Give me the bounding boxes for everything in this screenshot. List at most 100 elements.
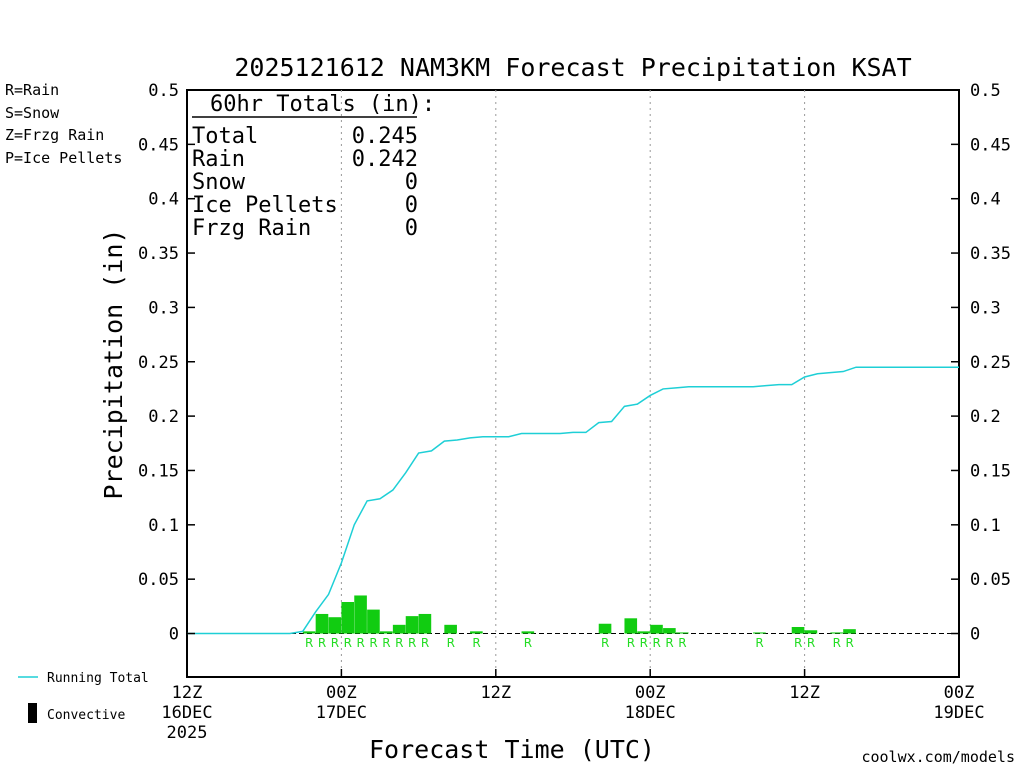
y-tick-label-left: 0.45 [138,135,179,155]
legend-ice-pellets: P=Ice Pellets [5,149,122,167]
y-tick-label-left: 0.25 [138,353,179,373]
y-tick-label-left: 0.3 [148,298,179,318]
totals-total-label: Total [192,124,258,149]
precip-bar [624,618,638,634]
precip-type-mark: R [369,636,377,650]
credit-text: coolwx.com/models [861,748,1015,766]
y-tick-label-right: 0.15 [970,461,1011,481]
y-tick-label-left: 0.1 [148,516,179,536]
precip-bar [328,617,342,634]
y-tick-label-left: 0.2 [148,407,179,427]
precip-type-mark: R [318,636,326,650]
totals-title: 60hr Totals (in): [210,92,435,117]
x-tick-label: 16DEC [161,703,212,723]
precip-bar [663,628,676,634]
precip-type-mark: R [408,636,416,650]
precip-bar [354,595,367,634]
y-tick-label-right: 0.2 [970,407,1001,427]
x-tick-label: 12Z [789,683,820,703]
x-tick-label: 19DEC [933,703,984,723]
precip-bar [367,609,380,634]
x-tick-label: 00Z [944,683,975,703]
precip-type-mark: R [652,636,660,650]
y-ticks: 0 00.05 0.050.1 0.10.15 0.150.2 0.20.25 0.250.… [138,81,1011,645]
precip-type-mark: R [678,636,686,650]
x-axis-label: Forecast Time (UTC) [369,735,655,764]
precip-bar [804,630,818,634]
y-tick-label-right: 0.3 [970,298,1001,318]
precip-type-mark: R [395,636,403,650]
precip-type-mark: R [601,636,609,650]
running-total-line [187,366,959,635]
precip-type-mark: R [640,636,648,650]
grid-lines [340,90,806,677]
running-total-series [187,366,959,635]
precip-bar [521,631,535,634]
x-tick-label: 12Z [172,683,203,703]
totals-snow-label: Snow [192,170,246,195]
x-tick-label: 2025 [167,723,208,743]
precip-bar [598,623,612,634]
precip-type-mark: R [794,636,802,650]
y-tick-label-left: 0.15 [138,461,179,481]
precip-type-mark: R [755,636,763,650]
x-tick-label: 00Z [635,683,666,703]
y-tick-label-left: 0.5 [148,81,179,101]
precip-bar [650,624,663,634]
precip-type-mark: R [524,636,532,650]
x-tick-label: 18DEC [625,703,676,723]
totals-box: 60hr Totals (in): Total 0.245 Rain 0.242… [192,92,435,241]
precip-bar [843,629,856,634]
y-tick-label-right: 0.5 [970,81,1001,101]
precip-bar [637,631,650,634]
legend-convective-label: Convective [47,708,125,723]
precip-type-mark: R [344,636,352,650]
precip-type-mark: R [357,636,365,650]
precip-type-mark: R [331,636,339,650]
precip-type-mark: R [472,636,480,650]
chart-title: 2025121612 NAM3KM Forecast Precipitation… [234,53,911,82]
y-tick-label-right: 0.1 [970,516,1001,536]
precip-bar [315,613,329,634]
totals-rain-label: Rain [192,147,245,172]
legend-convective-swatch [28,703,37,723]
x-tick-label: 00Z [326,683,357,703]
y-tick-label-right: 0.45 [970,135,1011,155]
precip-bar [753,632,766,634]
y-tick-label-right: 0.25 [970,353,1011,373]
totals-frzg-rain-label: Frzg Rain [192,216,311,241]
y-tick-label-left: 0 [169,625,179,645]
precip-bar [418,613,432,634]
precip-bar [830,632,843,634]
precip-bar [470,631,483,634]
precip-type-mark: R [665,636,673,650]
x-tick-label: 17DEC [316,703,367,723]
bar-series [302,595,856,634]
precip-type-mark: R [421,636,429,650]
y-tick-label-left: 0.35 [138,244,179,264]
precip-bar [791,626,805,634]
totals-ice-pellets-label: Ice Pellets [192,193,338,218]
precip-bar [405,616,419,634]
totals-snow-value: 0 [405,170,418,195]
precip-type-mark: R [627,636,635,650]
precip-bar [392,624,406,634]
precip-type-mark: R [807,636,815,650]
y-tick-label-right: 0.35 [970,244,1011,264]
totals-total-value: 0.245 [352,124,418,149]
plot-frame [186,89,960,678]
precip-type-mark: R [382,636,390,650]
y-tick-label-right: 0.05 [970,570,1011,590]
y-axis-label: Precipitation (in) [99,229,128,500]
precip-bar [380,631,393,634]
y-tick-label-left: 0.4 [148,190,179,210]
precip-type-mark: R [833,636,841,650]
legend-rain: R=Rain [5,81,59,99]
legend-running-total-label: Running Total [47,671,149,686]
precip-bar [675,632,689,634]
precip-type-mark: R [447,636,455,650]
totals-rain-value: 0.242 [352,147,418,172]
y-tick-label-right: 0.4 [970,190,1001,210]
